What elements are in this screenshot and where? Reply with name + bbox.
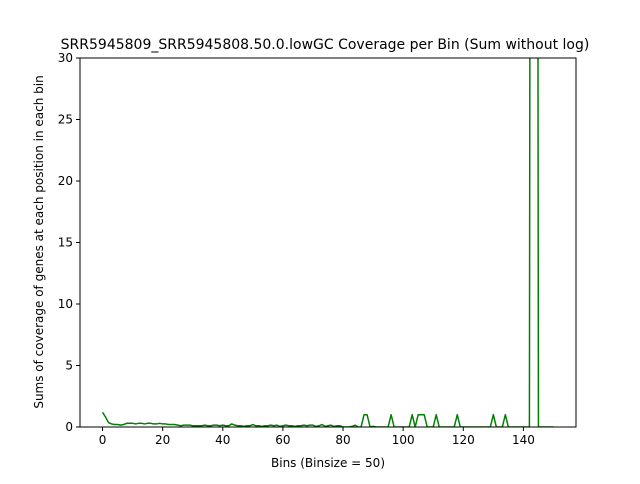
y-tick-label: 0 xyxy=(65,420,73,434)
x-tick-label: 140 xyxy=(512,433,535,447)
y-tick-label: 10 xyxy=(58,297,73,311)
chart-title: SRR5945809_SRR5945808.50.0.lowGC Coverag… xyxy=(61,37,590,53)
x-tick-label: 60 xyxy=(275,433,290,447)
y-tick-label: 20 xyxy=(58,174,73,188)
line-series xyxy=(101,58,554,427)
y-tick-label: 30 xyxy=(58,51,73,65)
x-tick-label: 20 xyxy=(155,433,170,447)
y-tick-label: 5 xyxy=(65,359,73,373)
x-tick-label: 120 xyxy=(452,433,475,447)
x-tick-label: 0 xyxy=(99,433,107,447)
x-tick-label: 100 xyxy=(392,433,415,447)
y-axis-label: Sums of coverage of genes at each positi… xyxy=(32,75,46,408)
x-axis-label: Bins (Binsize = 50) xyxy=(271,456,385,470)
plot-area xyxy=(101,58,554,427)
y-tick-label: 15 xyxy=(58,236,73,250)
x-tick-label: 80 xyxy=(335,433,350,447)
x-tick-label: 40 xyxy=(215,433,230,447)
y-tick-label: 25 xyxy=(58,113,73,127)
